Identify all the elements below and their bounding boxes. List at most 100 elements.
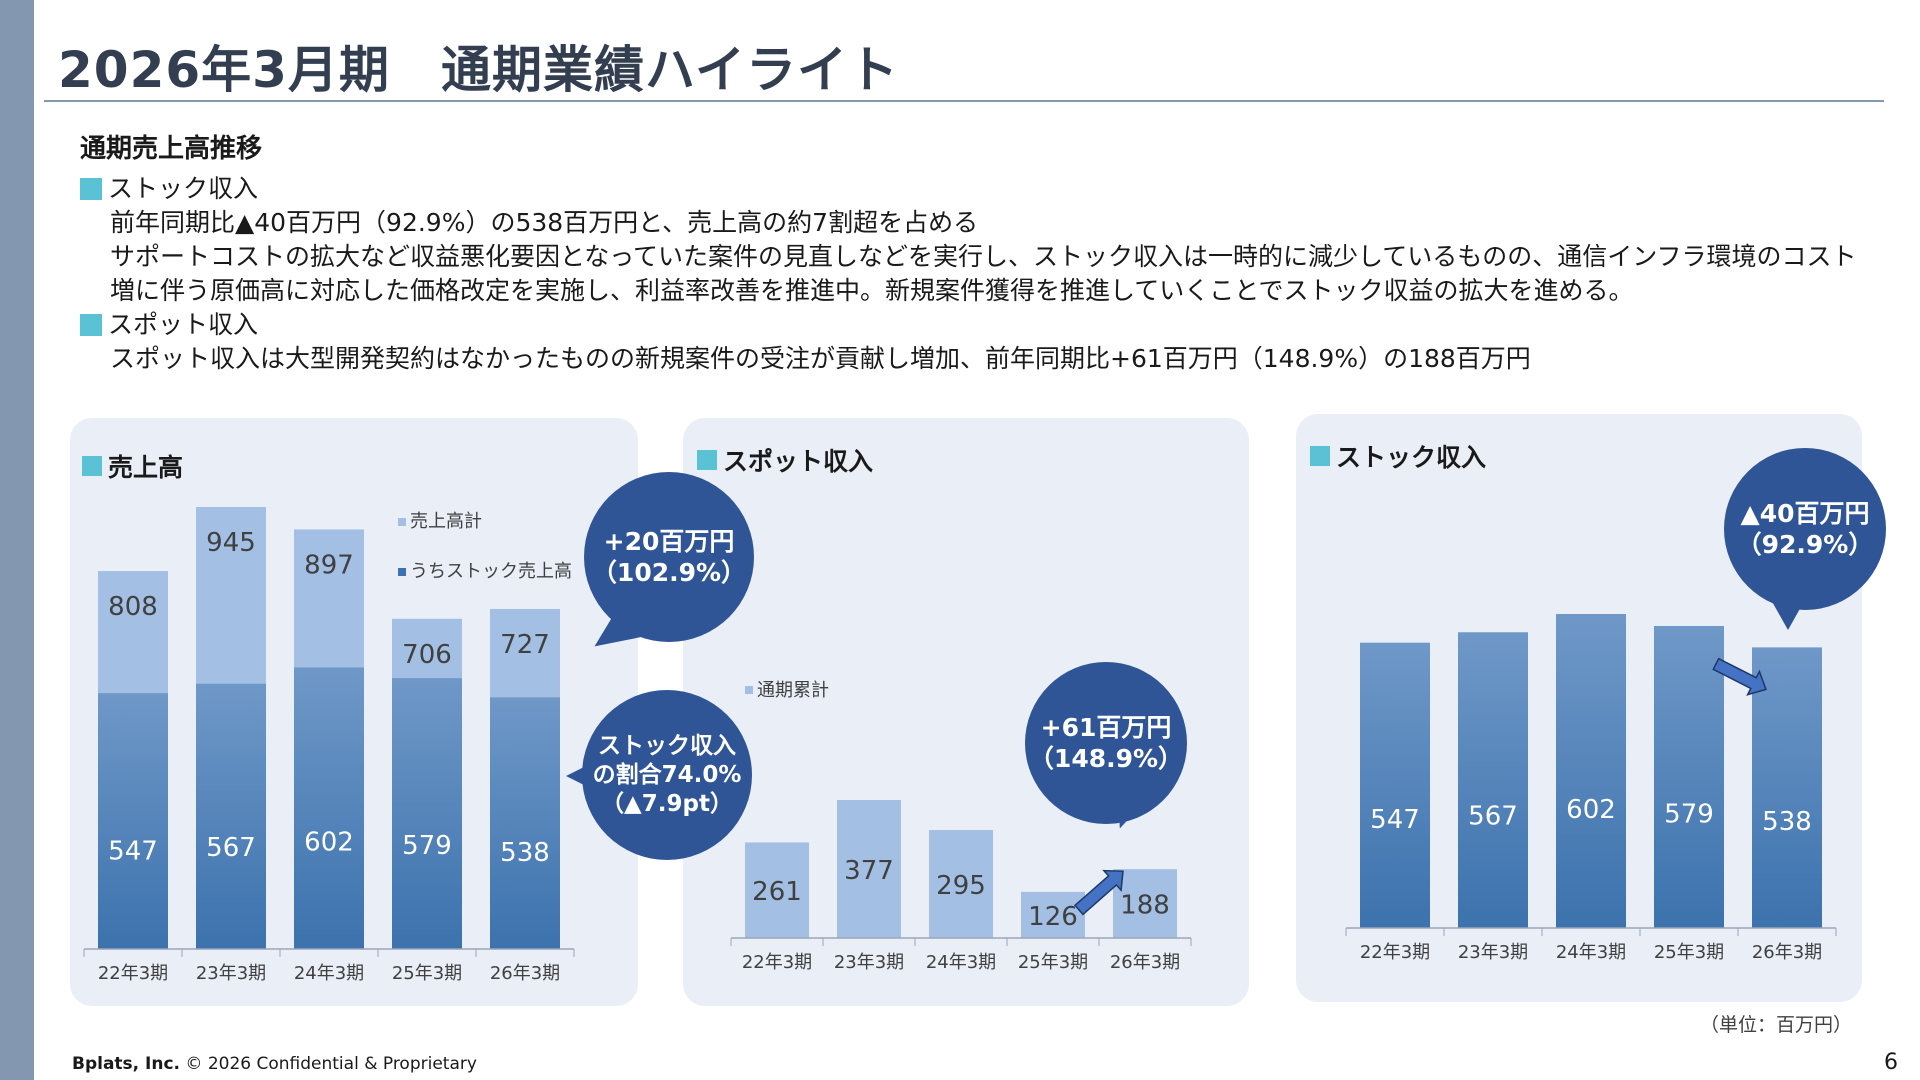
sales-change-bubble-line1: +20百万円: [603, 527, 735, 556]
legend-total-swatch: [398, 518, 406, 526]
x-tick-label: 23年3期: [834, 952, 904, 973]
x-tick-label: 22年3期: [98, 963, 168, 984]
stock-line-1: 前年同期比▲40百万円（92.9%）の538百万円と、売上高の約7割超を占める: [110, 208, 979, 237]
legend-total-label: 売上高計: [410, 511, 482, 532]
sales-ratio-bubble-line3: （▲7.9pt）: [601, 790, 733, 817]
stock-value-label: 547: [1370, 805, 1420, 835]
sales-change-bubble-line2: （102.9%）: [591, 558, 747, 587]
spot-bar: [837, 800, 901, 938]
spot-change-bubble: +61百万円 （148.9%）: [1025, 662, 1187, 824]
stock-bullet-label: ストック収入: [108, 174, 259, 203]
x-tick-label: 23年3期: [1458, 942, 1528, 963]
stock-bullet: ストック収入: [80, 172, 1860, 206]
sales-chart: 808 547 22年3期 945 567 23年3期 897 602 24年3期 706 579 2…: [83, 507, 575, 984]
stock-bubble-line2: （92.9%）: [1736, 530, 1874, 559]
footer: Bplats, Inc. © 2026 Confidential & Propr…: [72, 1054, 477, 1074]
stock-line-2: サポートコストの拡大など収益悪化要因となっていた案件の見直しなどを実行し、ストッ…: [110, 242, 1857, 305]
x-tick-label: 24年3期: [294, 963, 364, 984]
spot-chart: 261 22年3期 377 23年3期 295 24年3期 126 25年3期 188 26年3期…: [730, 680, 1192, 973]
spot-value-label: 261: [752, 877, 802, 907]
stock-change-bubble: ▲40百万円 （92.9%）: [1724, 448, 1886, 610]
x-tick-label: 25年3期: [1018, 952, 1088, 973]
footer-company: Bplats, Inc.: [72, 1054, 181, 1074]
stock-sales-value-label: 579: [402, 831, 452, 861]
page-number: 6: [1884, 1050, 1898, 1075]
sales-panel-title: 売上高: [82, 448, 183, 484]
stock-sales-value-label: 567: [206, 833, 256, 863]
stock-value-label: 538: [1762, 807, 1812, 837]
spot-increase-arrow: [1073, 869, 1124, 916]
spot-line-1: スポット収入は大型開発契約はなかったものの新規案件の受注が貢献し増加、前年同期比…: [110, 344, 1531, 373]
stock-decrease-arrow-shape: [1712, 657, 1767, 696]
x-tick-label: 26年3期: [1110, 952, 1180, 973]
total-sales-value-label: 808: [108, 592, 158, 622]
x-tick-label: 25年3期: [392, 963, 462, 984]
unit-note: （単位：百万円）: [1699, 1014, 1852, 1036]
summary-heading: 通期売上高推移: [80, 134, 263, 164]
x-tick-label: 22年3期: [742, 952, 812, 973]
stock-panel-title-text: ストック収入: [1336, 443, 1487, 472]
page-title: 2026年3月期 通期業績ハイライト: [58, 41, 899, 99]
stock-sales-bar: [196, 683, 266, 949]
stock-bar: [1360, 642, 1430, 928]
spot-value-label: 126: [1028, 902, 1078, 932]
spot-bar: [1113, 869, 1177, 938]
panel-square-icon: [82, 456, 102, 476]
spot-bubble-line2: （148.9%）: [1028, 744, 1184, 773]
stock-sales-value-label: 547: [108, 836, 158, 866]
legend-spot-swatch: [745, 686, 753, 694]
sales-panel: 売上高 808 547 22年3期 945 567 23年3期 897 602 24年3期 706…: [70, 418, 638, 1006]
spot-value-label: 295: [936, 871, 986, 901]
title-divider: [44, 100, 1884, 102]
x-tick-label: 23年3期: [196, 963, 266, 984]
x-tick-label: 26年3期: [1752, 942, 1822, 963]
stock-chart: 547 22年3期 567 23年3期 602 24年3期 579 25年3期 538 26年3期: [1345, 614, 1837, 963]
stock-bar: [1458, 632, 1528, 928]
stock-value-label: 579: [1664, 799, 1714, 829]
stock-sales-value-label: 602: [304, 827, 354, 857]
stock-sales-bar: [490, 697, 560, 949]
stock-bar: [1654, 625, 1724, 928]
total-sales-value-label: 945: [206, 528, 256, 558]
stock-bubble-line1: ▲40百万円: [1740, 499, 1870, 528]
stock-sales-bar: [392, 678, 462, 949]
spot-bullet-label: スポット収入: [108, 310, 259, 339]
sales-panel-title-text: 売上高: [108, 453, 184, 482]
panel-square-icon: [697, 450, 717, 470]
bullet-square-icon: [80, 314, 102, 336]
total-sales-value-label: 706: [402, 640, 452, 670]
spot-bubble-line1: +61百万円: [1040, 713, 1172, 742]
left-accent-bar: [0, 0, 34, 1080]
bullet-square-icon: [80, 178, 102, 200]
stock-sales-bar: [98, 693, 168, 949]
spot-panel-title: スポット収入: [697, 442, 873, 478]
stock-decrease-arrow: [1712, 657, 1767, 696]
footer-copyright: © 2026 Confidential & Proprietary: [180, 1054, 477, 1074]
legend-stock-label: うちストック売上高: [410, 561, 572, 582]
sales-ratio-bubble: ストック収入 の割合74.0% （▲7.9pt）: [582, 690, 752, 860]
stock-sales-value-label: 538: [500, 838, 550, 868]
stock-value-label: 602: [1566, 795, 1616, 825]
spot-bar: [929, 830, 993, 938]
stock-value-label: 567: [1468, 801, 1518, 831]
sales-change-bubble: +20百万円 （102.9%）: [584, 472, 754, 642]
stock-panel-title: ストック収入: [1310, 438, 1486, 474]
summary-text-block: 通期売上高推移 ストック収入 前年同期比▲40百万円（92.9%）の538百万円…: [80, 132, 1860, 376]
spot-bullet: スポット収入: [80, 308, 1860, 342]
total-sales-value-label: 897: [304, 550, 354, 580]
stock-bar: [1556, 614, 1626, 928]
x-tick-label: 24年3期: [1556, 942, 1626, 963]
spot-value-label: 377: [844, 856, 894, 886]
total-sales-value-label: 727: [500, 630, 550, 660]
sales-ratio-bubble-line1: ストック収入: [598, 732, 736, 759]
legend-stock-swatch: [398, 568, 406, 576]
spot-panel-title-text: スポット収入: [723, 447, 874, 476]
stock-bar: [1752, 647, 1822, 928]
x-tick-label: 24年3期: [926, 952, 996, 973]
spot-increase-arrow-shape: [1073, 869, 1124, 916]
panel-square-icon: [1310, 446, 1330, 466]
spot-value-label: 188: [1120, 891, 1170, 921]
x-tick-label: 25年3期: [1654, 942, 1724, 963]
sales-ratio-bubble-line2: の割合74.0%: [592, 761, 742, 788]
spot-bar: [745, 842, 809, 938]
